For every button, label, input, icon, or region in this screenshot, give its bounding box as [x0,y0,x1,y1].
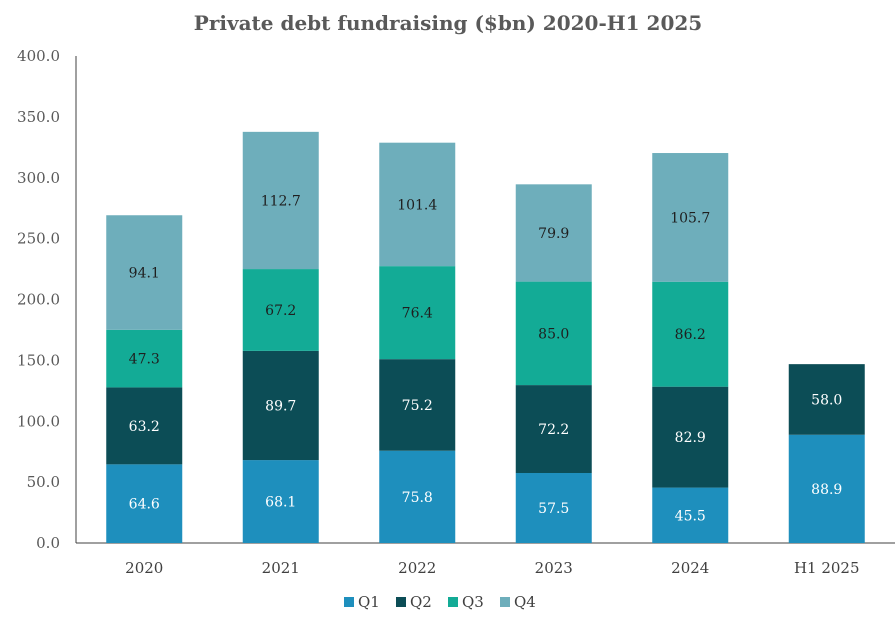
y-tick-label: 350.0 [17,108,60,126]
bars: 64.6 63.2 47.3 94.1 68.1 89.7 67.2 112.7 75.8 75.… [106,131,865,543]
data-label: 76.4 [402,306,433,322]
data-label: 86.2 [675,327,706,343]
legend-swatch-q3 [448,597,458,607]
data-label: 45.5 [675,508,706,524]
y-tick-label: 0.0 [36,534,60,552]
data-label: 47.3 [129,352,160,368]
data-label: 101.4 [397,197,437,213]
bar-q4 [515,184,592,282]
data-label: 89.7 [265,398,296,414]
legend-swatch-q1 [344,597,354,607]
bar-q1 [788,434,865,543]
data-label: 75.8 [402,490,433,506]
bar-q3 [515,281,592,386]
y-axis: 0.0 50.0 100.0 150.0 200.0 250.0 300.0 350.0 400… [17,47,77,552]
data-label: 85.0 [538,326,569,342]
data-label: 72.2 [538,422,569,438]
legend-swatch-q4 [500,597,510,607]
data-label: 112.7 [261,193,301,209]
bar-q4 [106,215,183,330]
y-tick-label: 250.0 [17,230,60,248]
bar-q2 [242,350,319,461]
y-tick-label: 400.0 [17,47,60,65]
bar-q4 [379,142,456,267]
bar-q1 [242,460,319,543]
bar-q4 [242,131,319,270]
y-tick-label: 300.0 [17,169,60,187]
bar-q1 [515,472,592,543]
bar-q2 [106,387,183,465]
legend: Q1 Q2 Q3 Q4 [344,593,536,611]
data-label: 88.9 [811,482,842,498]
x-tick-label: 2022 [398,559,436,577]
data-label: 94.1 [129,266,160,282]
legend-swatch-q2 [396,597,406,607]
data-label: 68.1 [265,495,296,511]
y-tick-label: 50.0 [27,473,60,491]
data-label: 58.0 [811,392,842,408]
x-tick-label: 2023 [535,559,573,577]
bar-q2 [515,385,592,473]
x-tick-label: 2024 [671,559,709,577]
x-axis: 2020 2021 2022 2023 2024 H1 2025 [76,542,895,577]
y-tick-label: 150.0 [17,351,60,369]
x-tick-label: 2020 [125,559,163,577]
data-label: 67.2 [265,303,296,319]
legend-label: Q2 [410,593,432,611]
data-label: 105.7 [670,210,710,226]
bar-q2 [652,386,729,488]
legend-label: Q3 [462,593,484,611]
bar-q4 [652,153,729,282]
chart-title: Private debt fundraising ($bn) 2020-H1 2… [194,11,702,35]
x-tick-label: H1 2025 [794,559,860,577]
bar-q2 [788,364,865,435]
data-label: 64.6 [129,497,160,513]
bar-q3 [379,266,456,360]
legend-label: Q4 [514,593,536,611]
data-label: 75.2 [402,398,433,414]
x-tick-label: 2021 [262,559,300,577]
y-tick-label: 200.0 [17,291,60,309]
data-label: 82.9 [675,430,706,446]
bar-q3 [652,281,729,387]
bar-q3 [242,269,319,351]
data-label: 63.2 [129,419,160,435]
bar-q1 [652,487,729,543]
bar-q1 [106,464,183,543]
bar-q1 [379,450,456,543]
y-tick-label: 100.0 [17,412,60,430]
bar-q3 [106,329,183,388]
bar-q2 [379,359,456,451]
data-label: 57.5 [538,501,569,517]
legend-label: Q1 [358,593,380,611]
data-label: 79.9 [538,226,569,242]
